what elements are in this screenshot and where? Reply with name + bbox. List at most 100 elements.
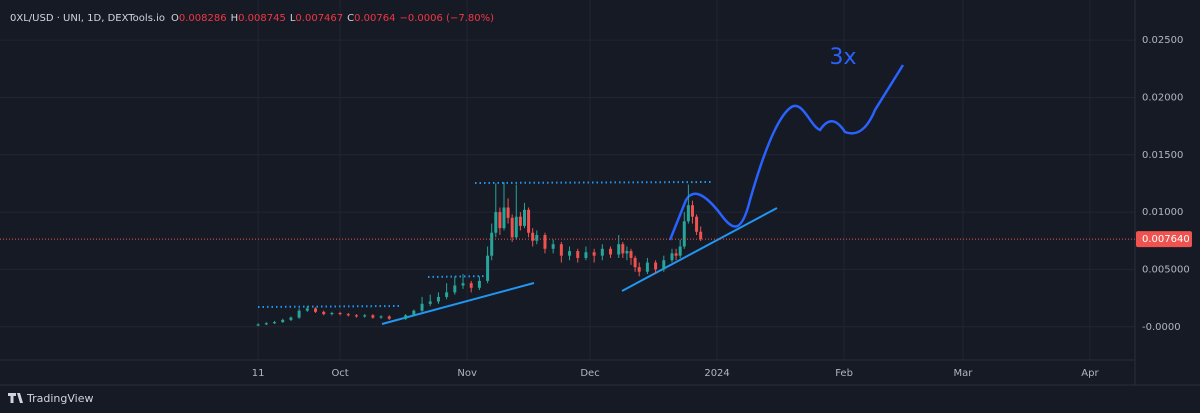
candle-body [621,244,625,254]
candle-body [354,315,358,317]
candle-body [559,244,563,256]
candle-body [654,262,658,270]
branding: TradingView [8,392,93,405]
y-tick-label: 0.01500 [1142,150,1183,161]
candle-body [699,231,703,240]
candle-body [514,216,518,238]
dotted-level [427,275,491,278]
candle-body [670,253,674,261]
legend-header: 0XL/USD · UNI, 1D, DEXTools.io O0.008286 H… [10,13,494,24]
candle-body [506,207,510,218]
candle-body [469,283,473,288]
candle-body [371,315,375,318]
candle-body [428,301,432,304]
ohlc-value: 0.008286 [179,13,227,24]
candle-body [498,212,502,229]
candle-body [568,251,572,256]
brand-text: TradingView [26,392,93,405]
symbol: 0XL/USD · UNI, 1D, DEXTools.io [10,13,165,24]
candle-body [453,285,457,293]
candle-body [690,205,694,217]
y-tick-label: 0.02000 [1142,92,1183,103]
candle-body [379,316,383,318]
candle-body [527,209,531,233]
candle-body [695,216,699,232]
projection-curve [668,64,905,241]
candle-body [510,217,514,238]
logo [8,393,23,403]
candle-body [600,248,604,256]
candle-body [584,252,588,258]
candle-body [609,248,613,255]
x-tick-label: Oct [331,368,348,379]
x-tick-label: 2024 [704,368,729,379]
candle-body [305,308,309,311]
ohlc-value: 0.00764 [354,13,395,24]
candle-body [330,312,334,315]
candle-body [625,251,629,254]
candle-body [412,310,416,316]
candle-body [273,322,277,324]
trendline [381,282,535,325]
candle-body [518,216,522,226]
candle-body [363,315,367,317]
candles [256,182,703,327]
candle-body [494,212,498,233]
candle-body [678,246,682,256]
y-tick-label: 0.01000 [1142,207,1183,218]
candle-body [346,314,350,316]
candle-body [461,283,465,286]
candle-body [420,303,424,311]
candle-body [486,255,490,281]
candle-body [551,244,555,249]
candle-body [531,232,535,241]
last-price-box [1136,231,1192,248]
candle-body [522,209,526,226]
y-tick-label: -0.0000 [1142,322,1181,333]
x-tick-label: Nov [457,368,477,379]
ohlc-value: 0.008745 [238,13,286,24]
x-tick-label: 11 [252,368,265,379]
candle-body [477,280,481,288]
candle-body [289,317,293,320]
x-tick-label: Dec [580,368,599,379]
candle-body [445,292,449,297]
candle-body [633,257,637,268]
dotted-level [257,305,401,308]
candle-body [297,310,301,318]
grid [0,0,1135,360]
candle-body [662,260,666,270]
change: −0.0006 (−7.80%) [399,13,494,24]
y-tick-label: 0.005000 [1142,264,1190,275]
candle-body [338,312,342,315]
candle-body [645,262,649,272]
candle-body [264,323,268,325]
candle-body [322,311,326,315]
candle-body [387,316,391,319]
x-tick-label: Feb [835,368,853,379]
candle-body [281,319,285,323]
last-price-label: 0.007640 [1142,234,1190,245]
x-tick-label: Mar [953,368,973,379]
candle-body [682,221,686,247]
candle-body [314,308,318,312]
trendline [621,207,778,292]
candle-body [404,315,408,319]
candle-body [502,207,506,229]
candle-body [436,296,440,302]
candle-body [674,253,678,256]
candle-body [543,235,547,249]
candle-body [686,205,690,222]
candle-body [535,235,539,241]
ohlc-label: C [347,13,354,24]
candle-body [617,244,621,255]
y-tick-label: 0.02500 [1142,35,1183,46]
drawings [257,64,905,325]
ohlc-value: 0.007467 [295,13,343,24]
x-tick-label: Apr [1081,368,1099,379]
ohlc-label: O [171,13,179,24]
annotation: 3x [829,45,856,70]
candle-body [629,251,633,258]
